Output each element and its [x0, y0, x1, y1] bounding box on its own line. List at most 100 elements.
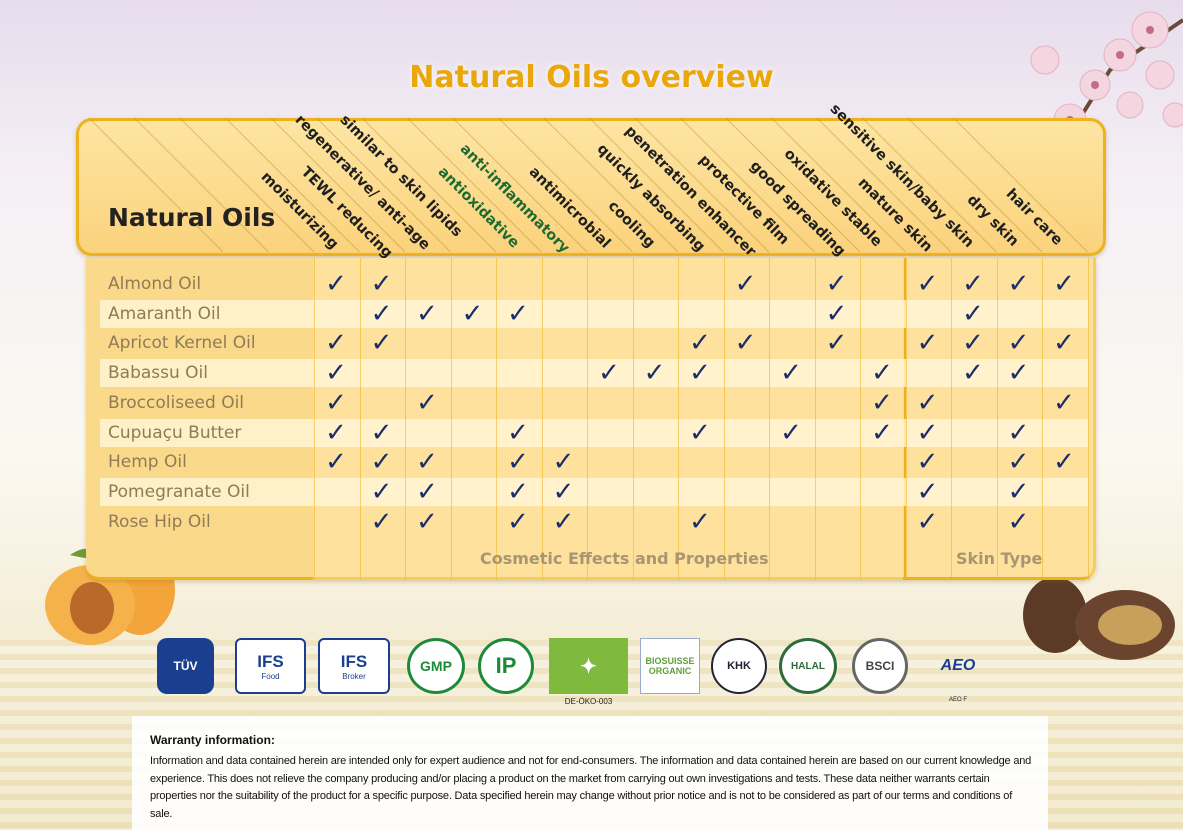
- table-row: [100, 477, 1088, 506]
- grid-line: [405, 258, 406, 580]
- check-icon: ✓: [1053, 447, 1075, 478]
- ifs-food-text: IFS: [257, 651, 284, 671]
- warranty-box: [132, 716, 1048, 830]
- cosmetic-effects-label: Cosmetic Effects and Properties: [480, 549, 769, 568]
- ifs-broker-logo: IFS Broker: [318, 638, 390, 694]
- check-icon: ✓: [916, 476, 939, 507]
- grid-line: [860, 258, 861, 580]
- nut-image: [1023, 577, 1175, 660]
- check-icon: ✓: [325, 269, 347, 299]
- check-icon: ✓: [689, 328, 711, 359]
- check-icon: ✓: [916, 387, 939, 418]
- check-icon: ✓: [689, 417, 711, 448]
- skin-type-label: Skin Type: [956, 549, 1043, 568]
- grid-line: [678, 258, 679, 580]
- oil-name: Hemp Oil: [108, 452, 187, 473]
- check-icon: ✓: [325, 387, 347, 418]
- check-icon: ✓: [1007, 447, 1030, 478]
- eu-organic-code: DE-ÖKO-003: [564, 697, 613, 706]
- check-icon: ✓: [734, 328, 757, 359]
- warranty-text: Information and data contained herein ar…: [150, 755, 1032, 820]
- header-divider-lines: [88, 118, 1088, 253]
- grid-line: [496, 258, 497, 580]
- check-icon: ✓: [1007, 506, 1030, 537]
- halal-logo: HALAL: [779, 638, 837, 694]
- grid-line: [541, 258, 543, 580]
- table-row: [100, 299, 1088, 328]
- check-icon: ✓: [1007, 417, 1030, 448]
- halal-logo-text: HALAL: [791, 660, 825, 672]
- ip-logo: IP: [478, 638, 534, 694]
- grid-line: [723, 258, 725, 580]
- oil-name: Babassu Oil: [108, 363, 209, 384]
- check-icon: ✓: [780, 417, 802, 448]
- table-row: [100, 359, 1088, 388]
- oil-name: Almond Oil: [108, 274, 202, 294]
- check-icon: ✓: [916, 269, 939, 299]
- ifs-broker-text: IFS: [340, 651, 368, 671]
- check-icon: ✓: [871, 387, 893, 418]
- bsci-logo: BSCI: [852, 638, 908, 694]
- check-icon: ✓: [416, 298, 438, 329]
- check-icon: ✓: [916, 506, 939, 537]
- check-icon: ✓: [507, 417, 529, 448]
- check-icon: ✓: [370, 417, 393, 448]
- biosuisse-sub: ORGANIC: [648, 666, 692, 676]
- check-icon: ✓: [416, 506, 438, 537]
- oil-name: Rose Hip Oil: [108, 511, 211, 532]
- check-icon: ✓: [962, 298, 984, 329]
- check-icon: ✓: [1053, 387, 1075, 418]
- page-title: Natural Oils overview: [409, 60, 774, 95]
- ip-logo-text: IP: [495, 653, 517, 678]
- check-icon: ✓: [1007, 358, 1030, 389]
- khk-logo: KHK: [711, 638, 767, 694]
- warranty-title: Warranty information:: [150, 733, 275, 747]
- check-icon: ✓: [962, 358, 984, 389]
- oil-name: Broccoliseed Oil: [108, 392, 245, 413]
- check-icon: ✓: [1007, 269, 1030, 299]
- grid-line: [769, 258, 770, 580]
- ifs-food-logo: IFS Food: [235, 638, 306, 694]
- check-icon: ✓: [962, 269, 984, 299]
- check-icon: ✓: [643, 358, 666, 389]
- check-icon: ✓: [689, 358, 711, 389]
- check-icon: ✓: [825, 328, 848, 359]
- check-icon: ✓: [780, 358, 802, 389]
- check-icon: ✓: [916, 328, 939, 359]
- check-icon: ✓: [552, 447, 575, 478]
- check-icon: ✓: [325, 447, 347, 478]
- check-icon: ✓: [916, 447, 939, 478]
- grid-line: [314, 258, 315, 580]
- check-icon: ✓: [1007, 476, 1030, 507]
- check-icon: ✓: [325, 417, 347, 448]
- check-icon: ✓: [507, 476, 529, 507]
- oil-name: Pomegranate Oil: [108, 481, 250, 502]
- table-row: [100, 418, 1088, 447]
- biosuisse-logo: BIOSUISSE ORGANIC: [640, 638, 700, 694]
- grid-line: [1087, 258, 1089, 580]
- check-icon: ✓: [1053, 328, 1075, 359]
- khk-logo-text: KHK: [727, 660, 751, 672]
- natural-oils-heading: Natural Oils: [108, 203, 276, 232]
- grid-line: [632, 258, 634, 580]
- check-icon: ✓: [507, 298, 529, 329]
- check-icon: ✓: [416, 476, 438, 507]
- oil-name: Amaranth Oil: [108, 303, 221, 324]
- check-icon: ✓: [507, 447, 529, 478]
- check-icon: ✓: [871, 358, 893, 389]
- grid-line: [951, 258, 952, 580]
- check-icon: ✓: [1053, 269, 1075, 299]
- check-icon: ✓: [370, 506, 393, 537]
- check-icon: ✓: [370, 269, 393, 299]
- header-panel: [76, 118, 1106, 256]
- check-icon: ✓: [1007, 328, 1030, 359]
- ifs-broker-sub: Broker: [342, 671, 366, 681]
- check-icon: ✓: [871, 417, 893, 448]
- grid-line: [814, 258, 816, 580]
- gmp-logo-text: GMP: [420, 658, 452, 674]
- aeo-logo: AEO: [928, 638, 988, 694]
- aeo-code: AEO F: [948, 697, 967, 703]
- grid-line: [996, 258, 998, 580]
- check-icon: ✓: [461, 298, 484, 329]
- grid-line: [359, 258, 361, 580]
